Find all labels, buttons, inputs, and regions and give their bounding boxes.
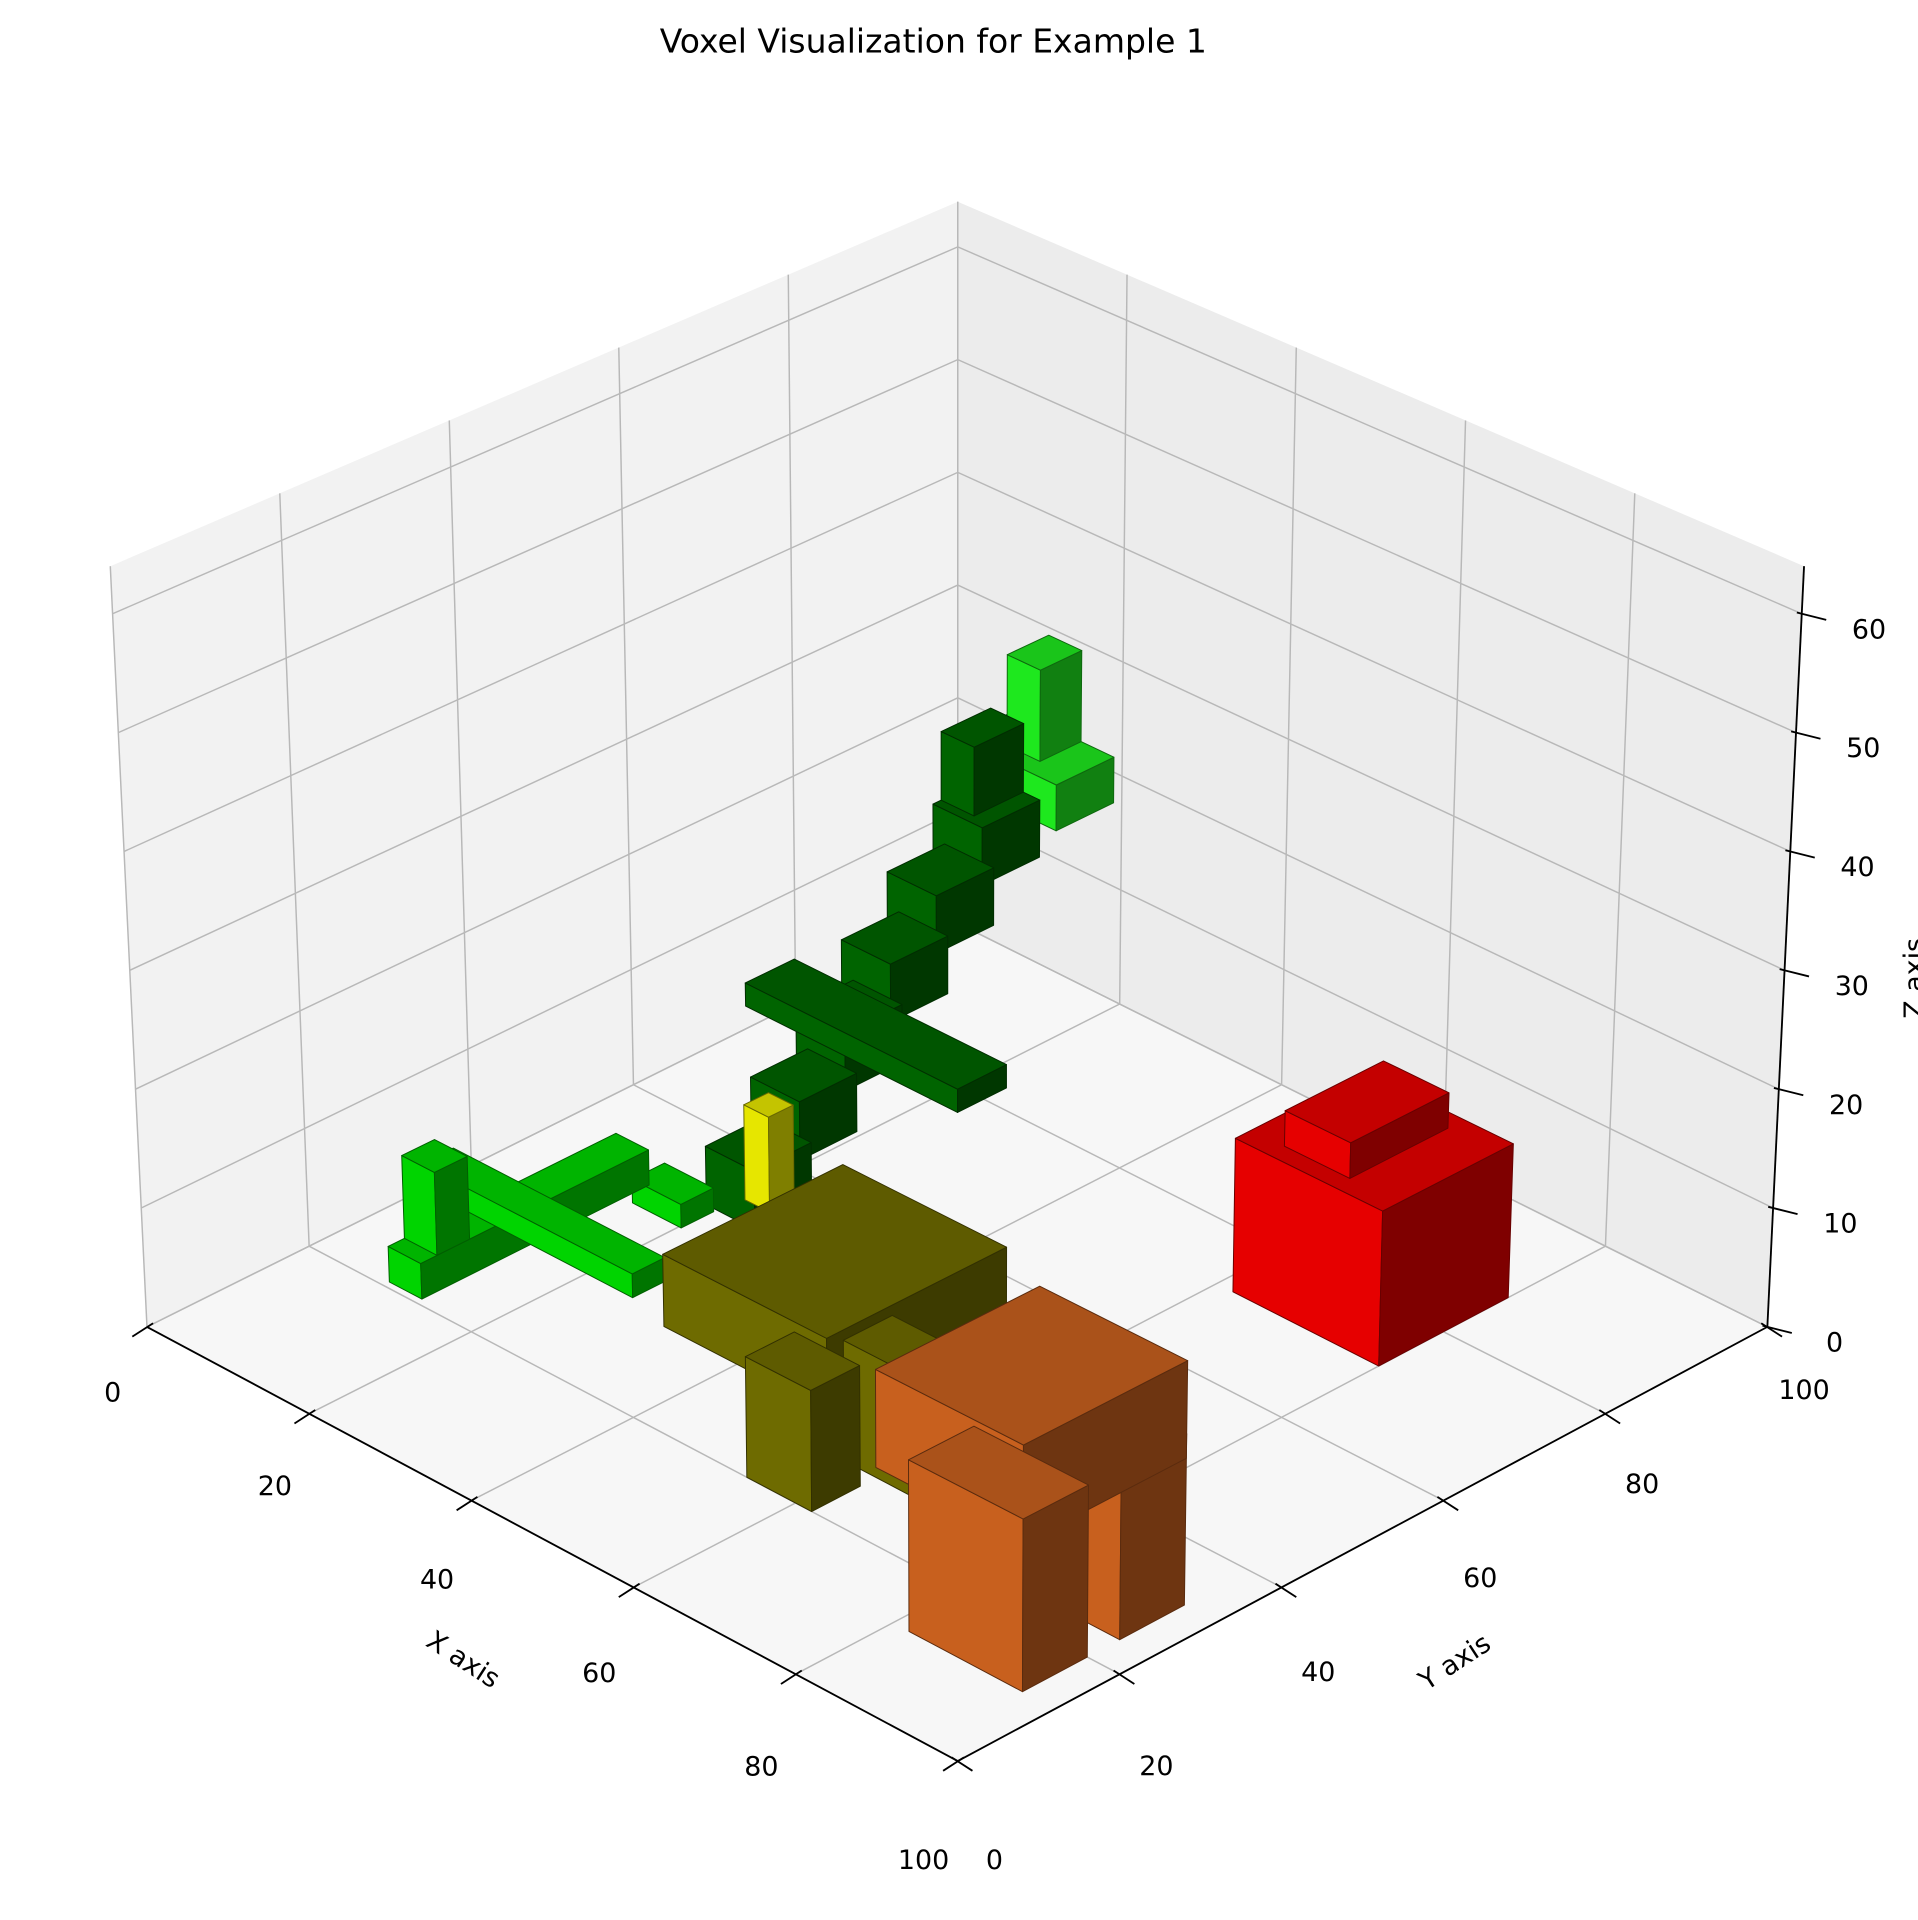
x-tick-label: 80 [744,1751,778,1782]
grid-line [1280,347,1298,1085]
y-tick [1436,1496,1459,1512]
y-axis-line [957,1326,1768,1762]
z-tick-label: 60 [1852,614,1886,645]
y-tick-label: 100 [1778,1375,1829,1406]
x-axis-label: X axis [421,1625,506,1695]
x-tick-label: 0 [104,1378,121,1409]
grid-line [123,471,959,853]
x-tick [293,1409,316,1425]
voxel-face [750,1048,858,1103]
x-tick [618,1582,641,1598]
voxel-face [1284,1060,1450,1144]
voxel-face [433,1155,471,1256]
grid-line [1118,274,1128,1005]
grid-line [118,358,959,734]
z-tick-label: 30 [1835,971,1869,1002]
voxel-face [401,1139,468,1173]
z-tick-label: 40 [1840,852,1874,883]
x-axis-line [146,1326,959,1762]
axes [131,566,1827,1772]
grid-line [1604,493,1636,1247]
voxel-face [810,1365,861,1513]
y-tick-label: 40 [1301,1657,1335,1688]
voxel-face [744,1331,861,1391]
voxel-face [743,1092,794,1118]
left-pane [110,201,958,1327]
voxel-face [940,707,1025,748]
voxel-face [743,1104,771,1213]
z-tick-label: 50 [1846,733,1880,764]
x-tick-label: 100 [898,1845,949,1876]
y-tick-label: 0 [986,1845,1003,1876]
grid-line [140,809,959,1209]
grid-line [135,697,959,1090]
z-axis-label: Z axis [1899,938,1918,1019]
voxels [387,634,1514,1693]
z-tick-label: 0 [1826,1328,1843,1359]
x-tick-label: 20 [258,1471,292,1502]
right-pane [957,201,1805,1327]
z-tick-label: 10 [1823,1209,1857,1240]
y-tick-label: 60 [1463,1563,1497,1594]
labels: 0 20 40 60 80 100 0 20 40 60 80 100 0 10 20 30 40 50 60 [104,614,1886,1875]
grid-line [957,246,1803,615]
grid-line [448,420,473,1166]
x-tick-label: 60 [582,1658,616,1689]
voxel-face [744,958,1007,1090]
x-tick-label: 40 [420,1565,454,1596]
x-tick [456,1496,478,1512]
voxel-face [631,1162,714,1205]
z-axis-line [1766,566,1805,1327]
y-tick-label: 80 [1625,1469,1659,1500]
voxel-face [662,1164,1008,1339]
grid-line [957,809,1774,1209]
grid-line [957,471,1791,853]
y-axis-label: Y axis [1413,1628,1497,1697]
voxel-face [874,1285,1189,1446]
y-tick-label: 20 [1139,1751,1173,1782]
grid-line [957,584,1785,971]
grid-line [787,274,797,1005]
voxel-face [886,843,995,897]
voxel-face [1021,1484,1089,1693]
grid-line [957,358,1797,734]
chart-title: Voxel Visualization for Example 1 [660,21,1207,60]
z-tick-label: 20 [1829,1090,1863,1121]
grid-line [618,347,635,1085]
voxel-face [1006,634,1083,671]
grid-line [112,246,959,615]
grid-line [1442,420,1467,1166]
y-tick [1274,1582,1297,1598]
voxel-face [908,1425,1089,1520]
x-tick [780,1669,803,1685]
y-tick [1598,1409,1621,1425]
grid-line [129,584,959,971]
voxel-face [840,911,949,965]
grid-line [279,493,310,1247]
grid-line [109,566,148,1327]
y-tick [1113,1669,1135,1685]
x-tick [131,1322,154,1338]
